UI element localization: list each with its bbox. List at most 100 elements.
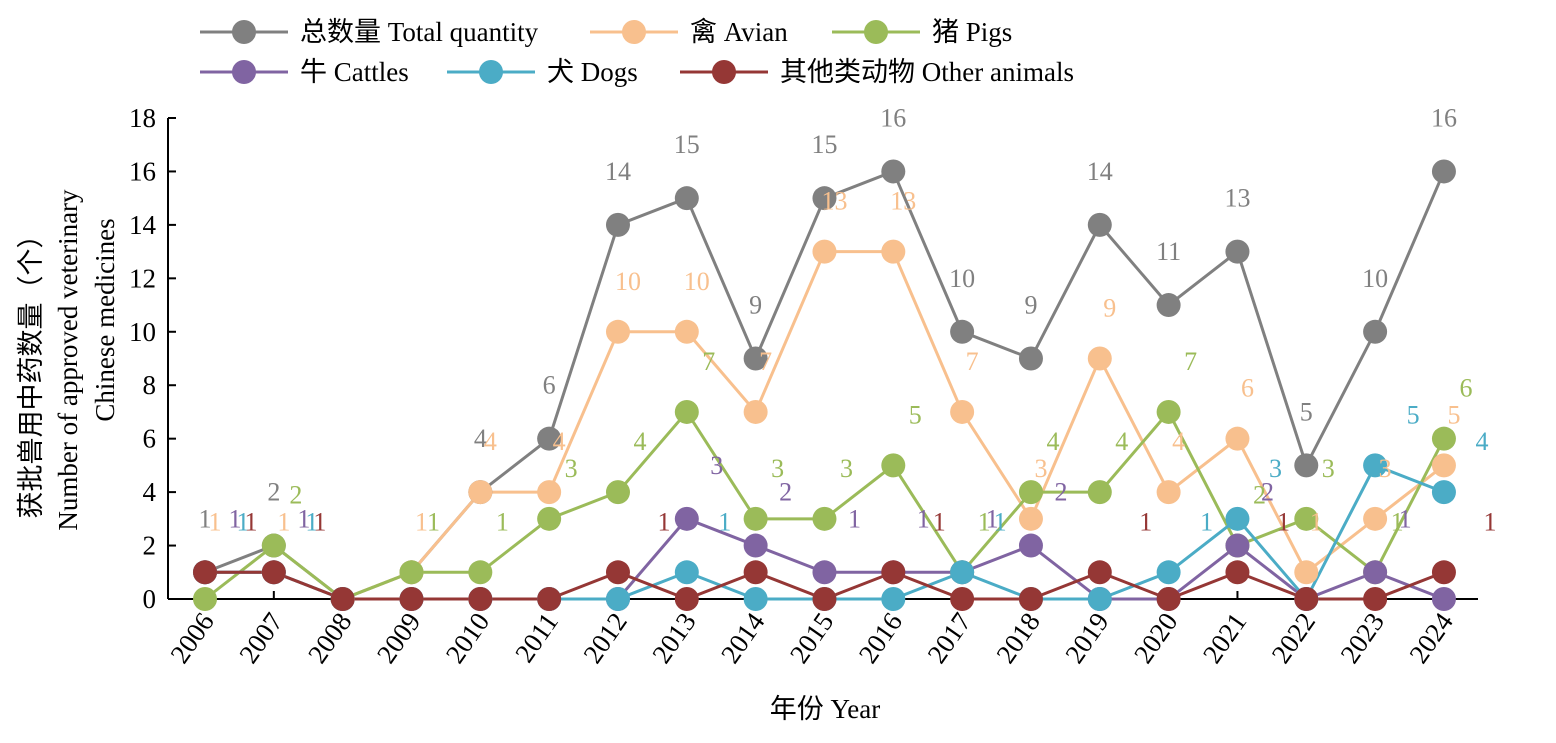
data-label-2: 1 xyxy=(427,507,440,536)
data-label-1: 6 xyxy=(1241,374,1254,403)
data-point-1 xyxy=(950,399,975,424)
data-point-2 xyxy=(261,533,286,558)
x-tick-label: 2011 xyxy=(509,607,564,668)
data-label-0: 16 xyxy=(1431,103,1457,132)
data-label-1: 3 xyxy=(1379,454,1392,483)
data-point-1 xyxy=(537,480,562,505)
data-label-2: 4 xyxy=(1046,427,1059,456)
data-point-2 xyxy=(193,587,217,611)
data-label-2: 2 xyxy=(1253,481,1266,510)
data-point-5 xyxy=(193,560,217,585)
data-label-5: 1 xyxy=(1483,507,1496,536)
data-point-5 xyxy=(1087,560,1112,585)
data-point-2 xyxy=(743,506,768,531)
x-tick-label: 2022 xyxy=(1266,607,1322,668)
data-point-1 xyxy=(743,399,768,424)
data-label-2: 1 xyxy=(496,507,509,536)
data-label-1: 7 xyxy=(759,347,772,376)
data-point-4 xyxy=(1087,587,1112,611)
data-label-0: 16 xyxy=(880,103,906,132)
data-label-0: 13 xyxy=(1224,184,1250,213)
x-tick-label: 2014 xyxy=(715,607,771,669)
data-point-2 xyxy=(881,453,906,478)
x-tick-label: 2018 xyxy=(990,607,1046,668)
data-point-0 xyxy=(1431,159,1456,184)
legend-entry-3: 牛 Cattles xyxy=(300,57,409,87)
data-label-2: 4 xyxy=(1115,427,1128,456)
data-point-0 xyxy=(1363,319,1388,344)
data-label-0: 9 xyxy=(1024,291,1037,320)
data-point-4 xyxy=(1363,453,1388,478)
data-label-3: 1 xyxy=(229,504,242,533)
data-label-0: 14 xyxy=(1087,157,1113,186)
y-tick-label: 18 xyxy=(129,103,156,133)
data-point-2 xyxy=(812,506,837,531)
data-point-3 xyxy=(812,560,837,585)
data-label-4: 1 xyxy=(237,507,250,536)
data-point-1 xyxy=(1225,426,1250,451)
data-label-1: 4 xyxy=(553,427,566,456)
data-label-4: 1 xyxy=(305,507,318,536)
data-label-2: 6 xyxy=(1459,374,1472,403)
legend-entry-1: 禽 Avian xyxy=(690,17,788,47)
x-tick-label: 2010 xyxy=(440,607,496,668)
data-label-2: 2 xyxy=(289,481,302,510)
data-label-0: 14 xyxy=(605,157,631,186)
data-label-5: 1 xyxy=(933,507,946,536)
data-label-4: 1 xyxy=(994,507,1007,536)
data-point-5 xyxy=(1431,560,1456,585)
data-point-4 xyxy=(1156,560,1181,585)
data-point-4 xyxy=(881,587,906,611)
data-label-1: 3 xyxy=(1034,454,1047,483)
data-point-5 xyxy=(261,560,286,585)
x-tick-label: 2020 xyxy=(1128,607,1184,668)
data-point-5 xyxy=(950,587,975,611)
data-label-0: 11 xyxy=(1156,237,1181,266)
data-point-0 xyxy=(674,186,699,211)
data-label-0: 10 xyxy=(949,264,975,293)
data-point-5 xyxy=(1363,587,1388,611)
data-point-1 xyxy=(1294,560,1319,585)
data-label-1: 4 xyxy=(1172,427,1185,456)
data-label-3: 2 xyxy=(779,478,792,507)
data-point-5 xyxy=(1225,560,1250,585)
legend-marker-1 xyxy=(622,20,646,44)
series-lines xyxy=(204,169,1446,602)
data-point-4 xyxy=(1431,480,1456,505)
data-point-2 xyxy=(605,480,630,505)
data-label-0: 10 xyxy=(1362,264,1388,293)
data-point-2 xyxy=(1431,426,1456,451)
data-label-5: 1 xyxy=(657,507,670,536)
data-point-5 xyxy=(537,587,562,611)
y-tick-label: 2 xyxy=(143,531,157,561)
data-label-2: 5 xyxy=(909,400,922,429)
data-point-2 xyxy=(1156,399,1181,424)
data-label-2: 3 xyxy=(1322,454,1335,483)
legend-entry-0: 总数量 Total quantity xyxy=(300,17,539,47)
data-point-0 xyxy=(1018,346,1043,371)
data-point-0 xyxy=(950,319,975,344)
y-tick-label: 14 xyxy=(129,210,157,240)
data-label-1: 1 xyxy=(415,507,428,536)
data-label-1: 9 xyxy=(1103,294,1116,323)
data-label-3: 2 xyxy=(1054,478,1067,507)
data-label-2: 3 xyxy=(565,454,578,483)
data-point-0 xyxy=(605,212,630,237)
data-label-2: 1 xyxy=(978,507,991,536)
data-point-5 xyxy=(468,587,493,611)
data-label-4: 1 xyxy=(1200,507,1213,536)
legend-marker-4 xyxy=(479,60,503,84)
data-point-5 xyxy=(1294,587,1319,611)
data-point-0 xyxy=(743,346,768,371)
data-label-1: 10 xyxy=(615,267,641,296)
data-label-1: 7 xyxy=(966,347,979,376)
y-tick-label: 8 xyxy=(143,370,157,400)
legend-marker-2 xyxy=(864,20,888,44)
data-point-2 xyxy=(537,506,562,531)
data-point-5 xyxy=(1018,587,1043,611)
data-label-3: 1 xyxy=(848,504,861,533)
data-point-2 xyxy=(1294,506,1319,531)
data-point-1 xyxy=(881,239,906,264)
